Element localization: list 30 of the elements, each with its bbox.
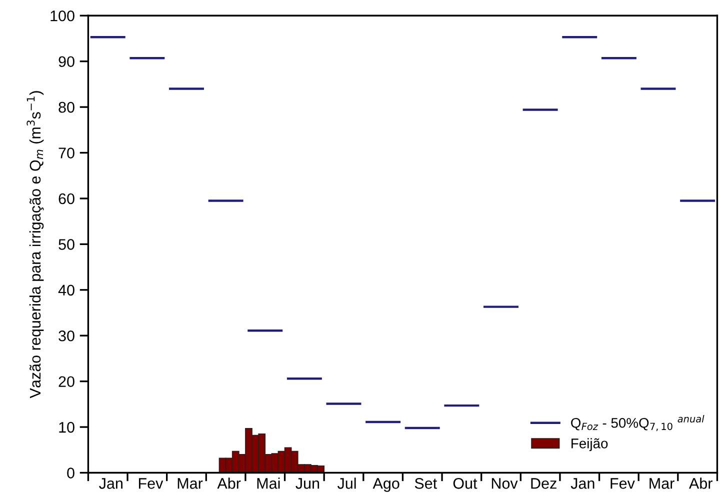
x-tick-label: Ago	[372, 478, 400, 492]
x-tick-label: Jan	[570, 478, 594, 489]
legend-label: Feijão	[572, 438, 608, 452]
y-tick-label: 70	[58, 148, 74, 158]
x-tick-label: Fev	[610, 478, 635, 489]
y-tick-label: 40	[58, 284, 74, 296]
x-tick-label: Out	[453, 478, 478, 489]
y-tick-label: 20	[58, 376, 74, 388]
x-tick-label: Abr	[217, 478, 241, 489]
x-tick-label: Abr	[688, 478, 712, 489]
x-tick-label: Mar	[650, 478, 674, 489]
x-tick-label: Jan	[99, 478, 122, 489]
x-tick-label: Mai	[257, 478, 280, 489]
x-tick-label: Jul	[337, 478, 356, 489]
x-tick-label: Set	[414, 478, 437, 489]
y-tick-label: 80	[58, 102, 74, 113]
x-tick-label: Dez	[531, 478, 556, 489]
y-tick-label: 60	[58, 193, 74, 204]
y-tick-label: 10	[59, 422, 74, 433]
legend-label: Q$_{Foz}$ - 50%Q$_{7,10}$ $^{anual}$	[571, 414, 704, 432]
x-tick-label: Fev	[138, 478, 164, 489]
x-tick-label: Nov	[492, 478, 518, 489]
y-tick-label: 100	[50, 10, 74, 22]
y-axis-title: Vazão requerida para irrigação e Q$_{m}$ (m$^{3}$s$^{−1}$)	[26, 91, 44, 398]
x-tick-label: Mar	[178, 478, 203, 489]
y-tick-label: 0	[67, 468, 74, 478]
y-tick-label: 30	[58, 330, 74, 342]
x-tick-label: Jun	[296, 478, 320, 489]
y-tick-label: 50	[58, 239, 74, 250]
y-tick-label: 90	[58, 56, 74, 68]
